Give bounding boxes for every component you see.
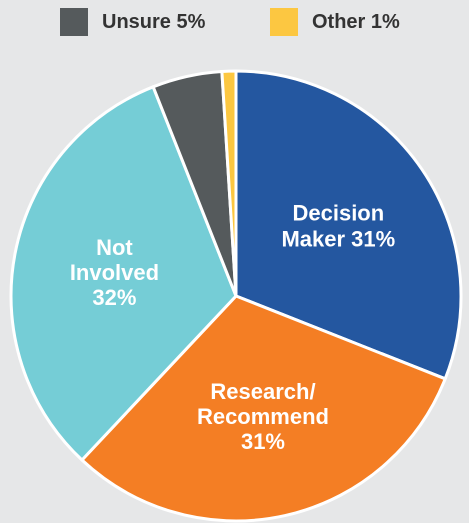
slice-value: 32% xyxy=(92,285,137,311)
slice-label: Research/ Recommend 31% xyxy=(188,379,338,455)
slice-value: 31% xyxy=(240,429,285,455)
legend-name: Other xyxy=(312,10,366,33)
pie-slice xyxy=(9,85,238,462)
slice-name: Not Involved xyxy=(69,234,160,286)
legend-value: 5% xyxy=(176,10,206,33)
pie-slice xyxy=(80,294,447,523)
legend-name: Unsure xyxy=(102,10,171,33)
slice-name: Research/ Recommend xyxy=(196,378,329,430)
legend-swatch xyxy=(60,8,88,36)
pie-slice xyxy=(220,69,238,298)
legend-item: Unsure 5% xyxy=(60,7,205,37)
pie-slice xyxy=(234,69,463,381)
legend-value: 1% xyxy=(370,10,400,33)
legend-swatch xyxy=(270,8,298,36)
slice-label: Decision Maker 31% xyxy=(268,201,408,252)
slice-label: Not Involved 32% xyxy=(59,235,169,311)
slice-name: Decision Maker xyxy=(281,201,385,252)
legend-item: Other 1% xyxy=(270,7,400,37)
slice-value: 31% xyxy=(351,226,396,252)
